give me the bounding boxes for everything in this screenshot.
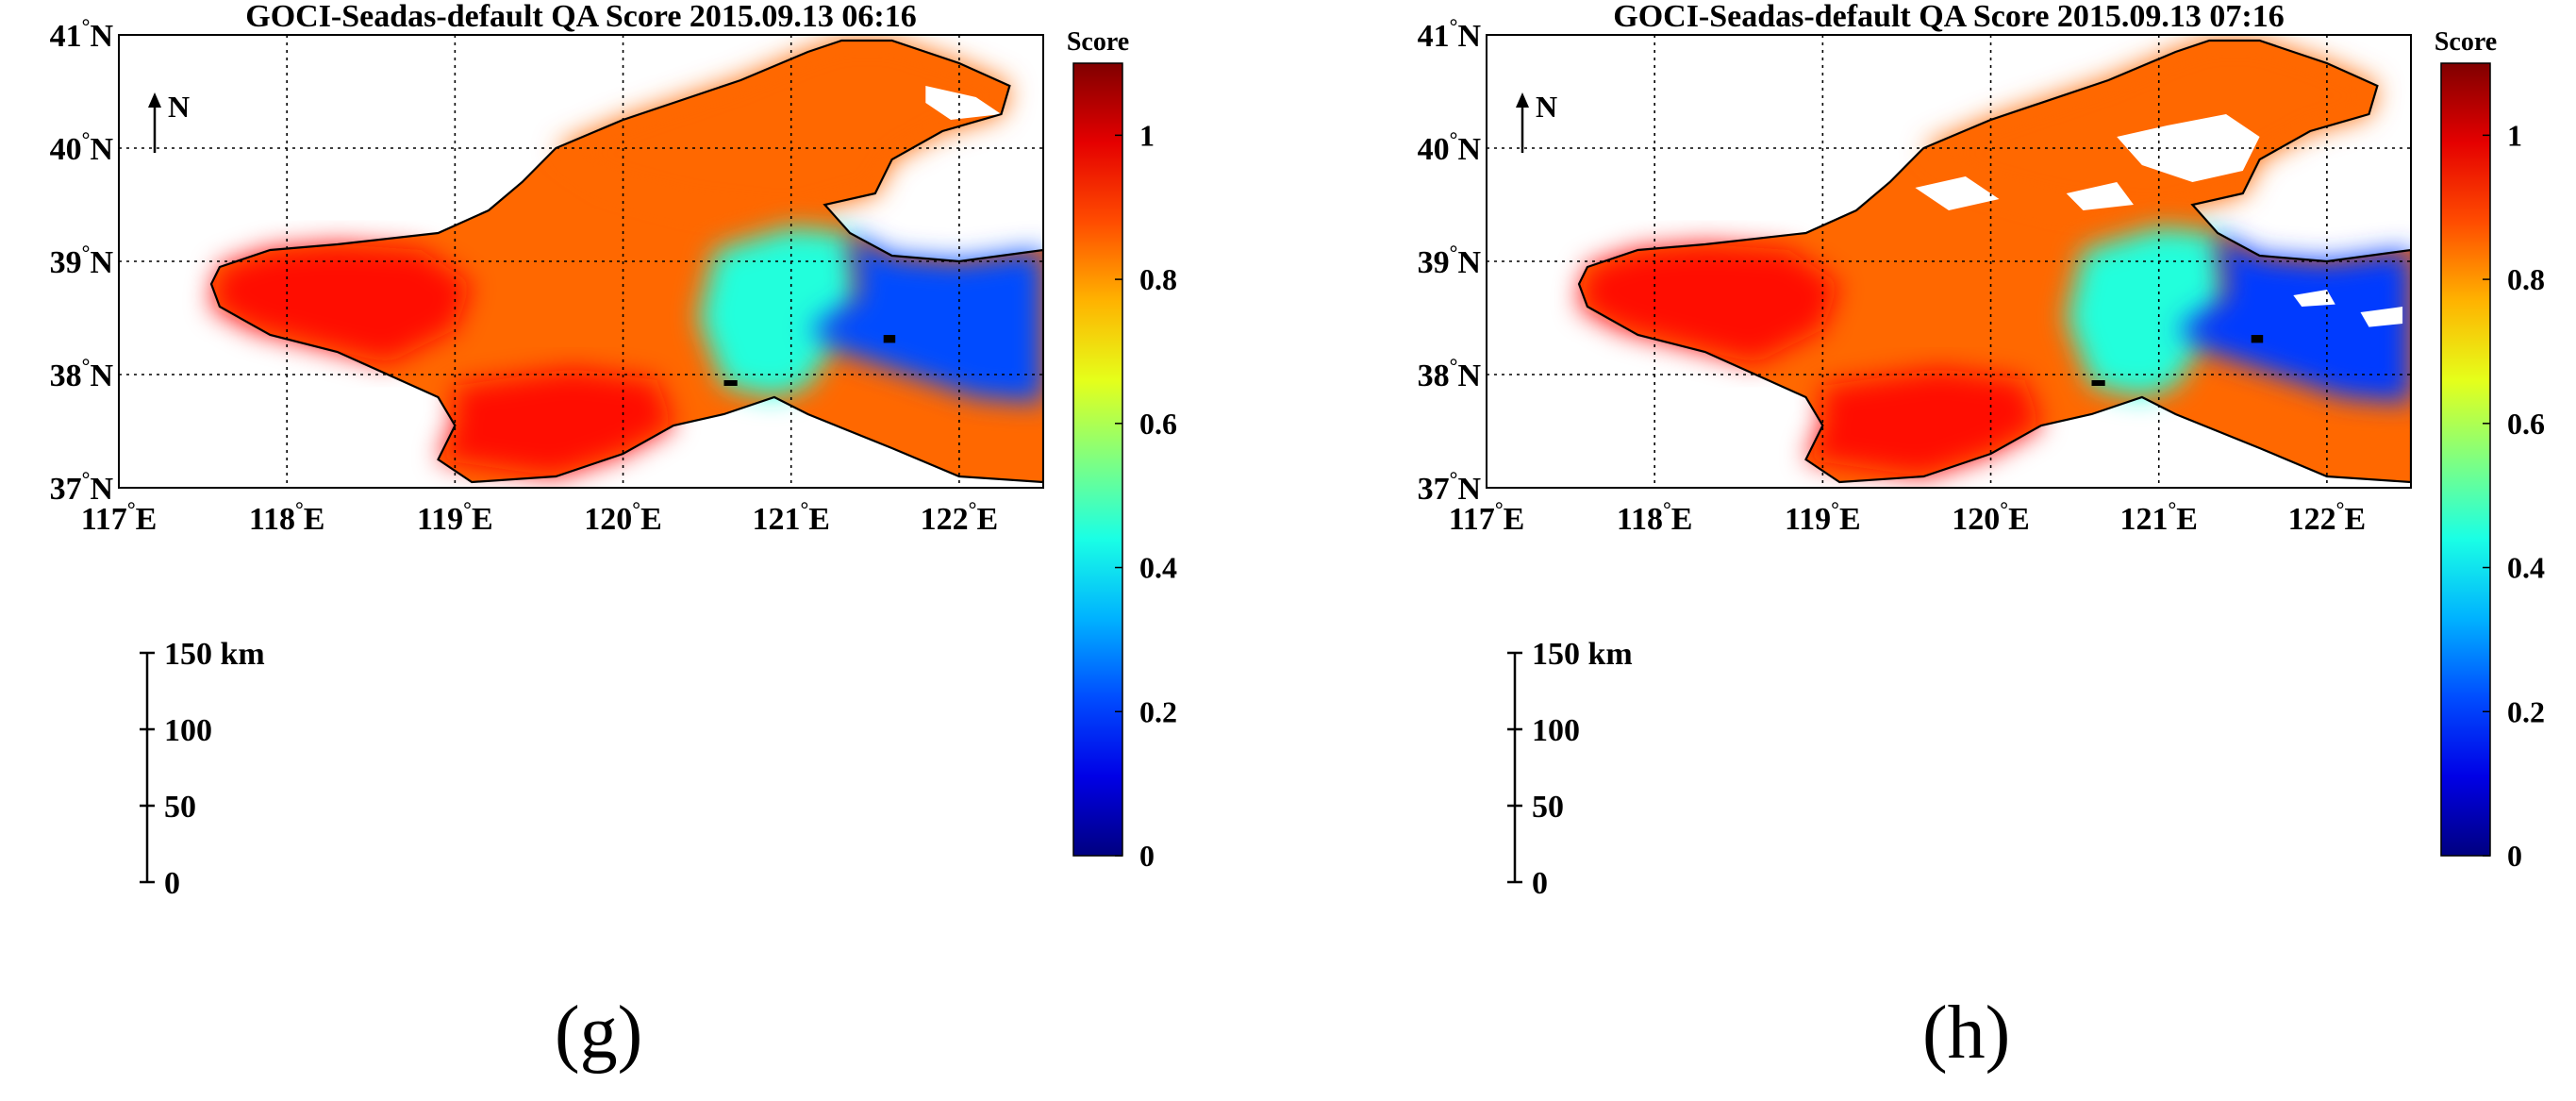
missing-data-patch bbox=[2293, 290, 2335, 307]
x-tick-label: 120°E bbox=[584, 497, 662, 537]
panel-h: GOCI-Seadas-default QA Score 2015.09.13 … bbox=[1405, 0, 2576, 1101]
colorbar-tick-label: 0.4 bbox=[1139, 551, 1177, 585]
north-arrow-icon: N bbox=[148, 90, 190, 153]
x-tick-label: 120°E bbox=[1952, 497, 2030, 537]
coastline bbox=[1577, 39, 2411, 484]
y-tick-label: 40°N bbox=[1418, 127, 1482, 167]
colorbar-title: Score bbox=[1067, 27, 1129, 57]
chart-title: GOCI-Seadas-default QA Score 2015.09.13 … bbox=[245, 0, 916, 34]
missing-data-patch bbox=[1915, 176, 2000, 210]
y-tick-label: 41°N bbox=[50, 14, 114, 54]
x-tick-label: 117°E bbox=[81, 497, 158, 537]
y-tick-label: 39°N bbox=[50, 241, 114, 280]
x-tick-label: 119°E bbox=[417, 497, 493, 537]
plot-frame bbox=[118, 34, 1044, 489]
scale-bar: 150 km 100 50 0 bbox=[1507, 637, 1633, 901]
y-tick-label: 38°N bbox=[50, 354, 114, 393]
y-tick-label: 40°N bbox=[50, 127, 114, 167]
scale-bar-label: 150 km bbox=[164, 637, 265, 672]
region-north-yellow-sea bbox=[2175, 233, 2411, 403]
island bbox=[723, 380, 738, 386]
chart-title: GOCI-Seadas-default QA Score 2015.09.13 … bbox=[1613, 0, 2284, 34]
chart-g: GOCI-Seadas-default QA Score 2015.09.13 … bbox=[50, 0, 1177, 901]
y-tick-label: 37°N bbox=[1418, 467, 1482, 507]
y-tick-label: 41°N bbox=[1418, 14, 1482, 54]
x-tick-label: 122°E bbox=[921, 497, 999, 537]
missing-data-patch bbox=[2360, 307, 2403, 327]
region-laizhou-bay bbox=[438, 369, 673, 476]
x-tick-label: 121°E bbox=[2119, 497, 2198, 537]
colorbar-tick-label: 0.2 bbox=[2507, 694, 2545, 728]
region-north-yellow-sea bbox=[807, 233, 1043, 403]
plot-frame bbox=[1486, 34, 2412, 489]
chart-h: GOCI-Seadas-default QA Score 2015.09.13 … bbox=[1418, 0, 2545, 901]
region-liaodong-bay bbox=[556, 41, 1010, 216]
missing-data-patch bbox=[2066, 182, 2134, 210]
panel-label-g: (g) bbox=[555, 992, 643, 1075]
x-tick-label: 121°E bbox=[752, 497, 830, 537]
panel-label-h: (h) bbox=[1922, 992, 2011, 1075]
colorbar-tick-label: 0.4 bbox=[2507, 551, 2545, 585]
island bbox=[883, 335, 896, 343]
colorbar bbox=[1072, 62, 1123, 857]
region-bohai-strait bbox=[2066, 227, 2226, 397]
colorbar-tick-label: 0.6 bbox=[2507, 407, 2545, 441]
x-tick-label: 119°E bbox=[1785, 497, 1861, 537]
north-arrow-icon: N bbox=[1516, 90, 1557, 153]
region-laizhou-bay bbox=[1805, 369, 2041, 476]
y-tick-label: 38°N bbox=[1418, 354, 1482, 393]
x-tick-label: 118°E bbox=[1617, 497, 1693, 537]
panel-g: GOCI-Seadas-default QA Score 2015.09.13 … bbox=[38, 0, 1264, 1101]
colorbar bbox=[2440, 62, 2491, 857]
y-tick-label: 37°N bbox=[50, 467, 114, 507]
scale-bar-label: 100 bbox=[164, 713, 212, 748]
colorbar-tick-label: 0.8 bbox=[1139, 262, 1177, 296]
region-liaodong-bay bbox=[1923, 41, 2378, 216]
colorbar-tick-label: 0 bbox=[2507, 839, 2522, 873]
x-tick-label: 118°E bbox=[249, 497, 325, 537]
colorbar-title: Score bbox=[2435, 27, 2497, 57]
scale-bar-label: 50 bbox=[1532, 790, 1564, 825]
colorbar-tick-label: 1 bbox=[1139, 118, 1155, 152]
scale-bar-label: 50 bbox=[164, 790, 196, 825]
colorbar-tick-label: 0 bbox=[1139, 839, 1155, 873]
north-label: N bbox=[168, 90, 190, 124]
scale-bar-label: 0 bbox=[164, 866, 180, 901]
island bbox=[2251, 335, 2264, 343]
north-label: N bbox=[1536, 90, 1557, 124]
y-tick-label: 39°N bbox=[1418, 241, 1482, 280]
scale-bar-label: 100 bbox=[1532, 713, 1580, 748]
coastline bbox=[209, 39, 1043, 484]
region-bohai-strait bbox=[698, 227, 858, 397]
missing-data-patch bbox=[2117, 114, 2260, 182]
region-bohai-bay bbox=[211, 244, 473, 363]
colorbar-tick-label: 0.6 bbox=[1139, 407, 1177, 441]
x-tick-label: 122°E bbox=[2288, 497, 2367, 537]
colorbar-tick-label: 0.2 bbox=[1139, 694, 1177, 728]
scale-bar-label: 150 km bbox=[1532, 637, 1633, 672]
colorbar-tick-label: 1 bbox=[2507, 118, 2522, 152]
region-bohai-bay bbox=[1579, 244, 1840, 363]
colorbar-tick-label: 0.8 bbox=[2507, 262, 2545, 296]
x-tick-label: 117°E bbox=[1449, 497, 1525, 537]
scale-bar: 150 km 100 50 0 bbox=[140, 637, 265, 901]
island bbox=[2091, 380, 2105, 386]
scale-bar-label: 0 bbox=[1532, 866, 1548, 901]
missing-data-patch bbox=[925, 86, 1002, 120]
